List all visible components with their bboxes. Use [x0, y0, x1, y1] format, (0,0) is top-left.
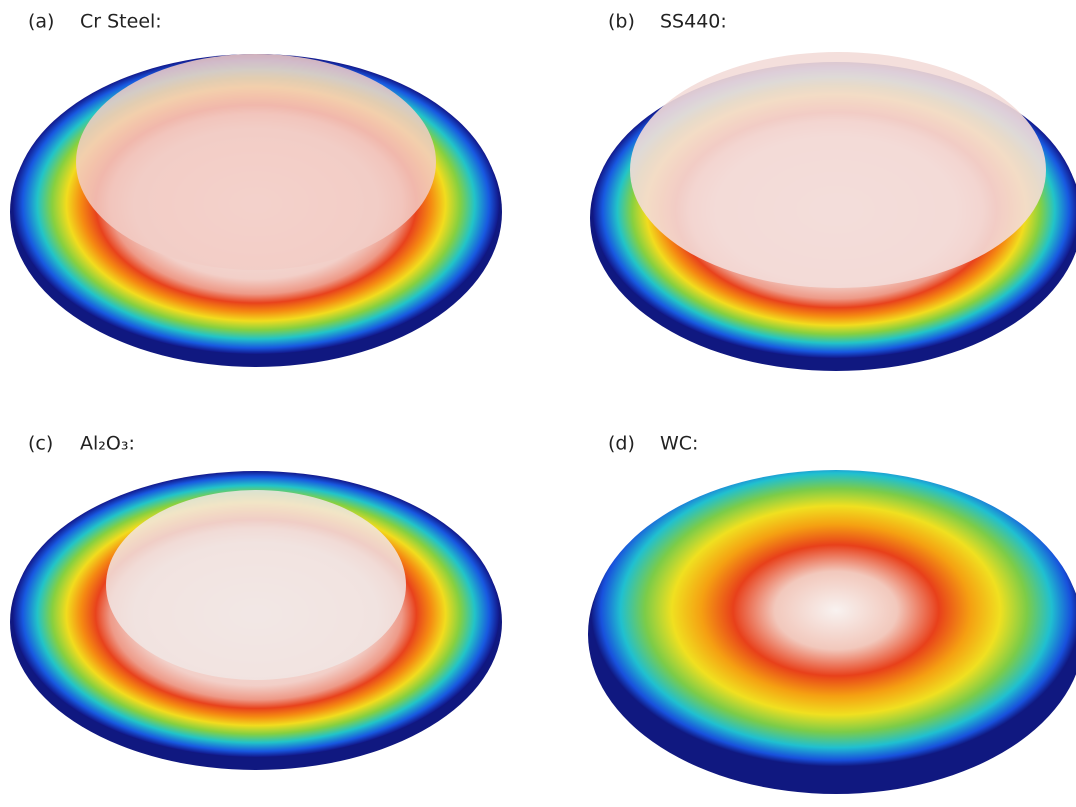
disc-d	[588, 470, 1076, 794]
figure: (a) Cr Steel: (b) SS440: (c) Al₂O₃: (d) …	[0, 0, 1076, 807]
panel-tag: (a)	[28, 11, 54, 33]
panel-tag: (d)	[608, 433, 635, 455]
panel-label: SS440:	[660, 11, 727, 33]
panel-label: WC:	[660, 433, 698, 455]
panel-label: Al₂O₃:	[80, 433, 135, 455]
panel-tag: (b)	[608, 11, 635, 33]
disc-b	[590, 52, 1076, 371]
disc-c	[10, 471, 502, 770]
panel-label: Cr Steel:	[80, 11, 162, 33]
disc-a	[10, 54, 502, 367]
panel-tag: (c)	[28, 433, 53, 455]
